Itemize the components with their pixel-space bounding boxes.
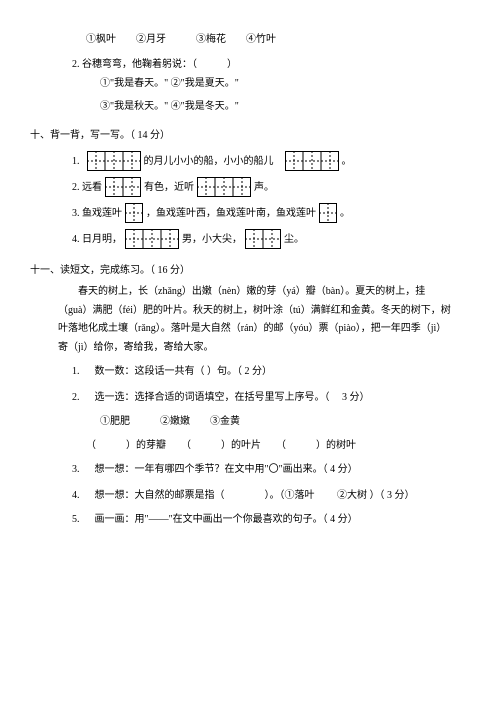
s10-item-4: 4. 日月明， 男，小大尖， 尘。 [30,229,470,249]
text: 声。 [254,178,274,197]
s10-item-2: 2. 远看 有色，近听 声。 [30,177,470,197]
text: 2. 远看 [72,178,102,197]
item-number: 4. [72,486,92,505]
text: 尘。 [284,230,304,249]
options-line: ①枫叶 ②月牙 ③梅花 ④竹叶 [30,30,470,49]
item-number: 1. [72,362,92,381]
q11-4: 4. 想一想：大自然的邮票是指（ ）。（①落叶 ②大树 ）（ 3 分） [30,486,470,505]
q11-2: 2. 选一选：选择合适的词语填空，在括号里写上序号。（ 3 分） [30,388,470,407]
passage: 春天的树上，长（zhǎng）出嫩（nèn）嫩的芽（yá）瓣（bàn）。夏天的树上… [30,283,470,357]
q2-opts-a: ①"我是春天。" ②"我是夏天。" [30,74,470,93]
text: 数一数：这段话一共有（ ）句。（ 2 分） [95,366,273,377]
text: 想一想：一年有哪四个季节？在文中用"〇"画出来。（ 4 分） [95,464,358,475]
s10-item-1: 1. 的月儿小小的船，小小的船儿 。 [30,151,470,171]
item-number: 2. [72,388,92,407]
page: ①枫叶 ②月牙 ③梅花 ④竹叶 2. 谷穗弯弯，他鞠着躬说：（ ） ①"我是春天… [0,0,500,549]
q2-intro: 2. 谷穗弯弯，他鞠着躬说：（ ） [30,55,470,74]
text: 3. 鱼戏莲叶 [72,204,122,223]
section-10-title: 十、背一背，写一写。（ 14 分） [30,126,470,145]
text: 4. 日月明， [72,230,122,249]
text: 画一画：用"——"在文中画出一个你最喜欢的句子。（ 4 分） [95,514,358,525]
section-11-title: 十一、读短文，完成练习。（ 16 分） [30,261,470,280]
q11-2-blanks: （ ）的芽瓣 （ ）的叶片 （ ）的树叶 [30,436,470,455]
text: 。 [340,204,350,223]
text: 有色，近听 [144,178,194,197]
blank-box [87,151,141,171]
blank-box [245,229,281,249]
blank-box [105,177,141,197]
q11-2-opts: ①肥肥 ②嫩嫩 ③金黄 [30,412,470,431]
q11-3: 3. 想一想：一年有哪四个季节？在文中用"〇"画出来。（ 4 分） [30,460,470,479]
q11-5: 5. 画一画：用"——"在文中画出一个你最喜欢的句子。（ 4 分） [30,510,470,529]
text: ，鱼戏莲叶西，鱼戏莲叶南，鱼戏莲叶 [146,204,316,223]
text: 的月儿小小的船，小小的船儿 [144,152,274,171]
item-number: 3. [72,460,92,479]
item-number: 5. [72,510,92,529]
s10-item-3: 3. 鱼戏莲叶 ，鱼戏莲叶西，鱼戏莲叶南，鱼戏莲叶 。 [30,203,470,223]
text: 想一想：大自然的邮票是指（ ）。（①落叶 ②大树 ）（ 3 分） [95,490,415,501]
text: 选一选：选择合适的词语填空，在括号里写上序号。（ 3 分） [95,392,370,403]
q11-1: 1. 数一数：这段话一共有（ ）句。（ 2 分） [30,362,470,381]
q2-opts-b: ③"我是秋天。" ④"我是冬天。" [30,97,470,116]
item-number: 1. [72,152,80,171]
blank-box [319,203,337,223]
blank-box [197,177,251,197]
text: 男，小大尖， [182,230,242,249]
blank-box [125,229,179,249]
blank-box [125,203,143,223]
blank-box [285,151,339,171]
text: 。 [342,152,352,171]
